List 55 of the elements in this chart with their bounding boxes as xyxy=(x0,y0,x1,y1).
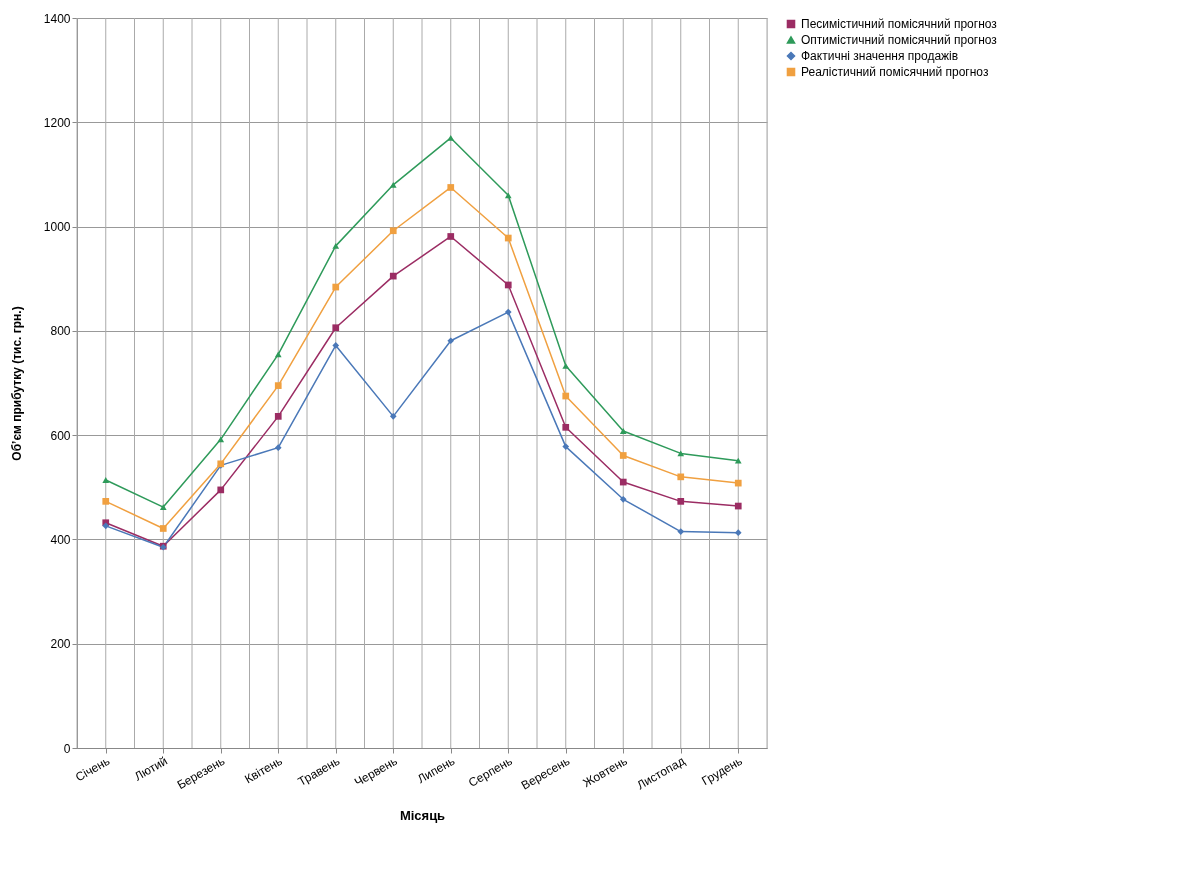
point xyxy=(504,192,512,199)
point xyxy=(619,452,627,459)
point xyxy=(619,428,627,434)
point xyxy=(159,525,167,532)
point xyxy=(389,413,397,420)
point xyxy=(447,135,455,141)
point xyxy=(562,423,570,431)
point xyxy=(504,308,512,316)
legend-label: Фактичні значення продажів xyxy=(801,49,959,63)
point xyxy=(619,495,627,503)
point xyxy=(504,234,512,242)
point xyxy=(619,478,627,486)
legend-label: Реалістичний помісячний прогноз xyxy=(801,65,989,79)
point xyxy=(562,362,570,369)
point xyxy=(389,272,397,280)
point xyxy=(274,351,282,358)
point xyxy=(447,233,455,240)
point xyxy=(159,504,167,511)
y-tick-label: 200 xyxy=(50,637,71,652)
point xyxy=(734,457,742,464)
point xyxy=(734,529,742,536)
point xyxy=(677,498,685,505)
point xyxy=(504,281,512,289)
point xyxy=(447,337,455,345)
point xyxy=(734,479,742,487)
y-tick-label: 1000 xyxy=(43,220,71,235)
point xyxy=(734,502,742,510)
y-tick-label: 1200 xyxy=(43,115,71,130)
point xyxy=(102,498,110,505)
point xyxy=(274,382,282,389)
y-tick-label: 0 xyxy=(63,741,71,756)
point xyxy=(217,436,225,443)
y-tick-label: 600 xyxy=(50,428,71,443)
y-tick-label: 800 xyxy=(50,324,71,339)
point xyxy=(332,342,340,349)
point xyxy=(562,392,570,400)
point xyxy=(274,444,282,452)
point xyxy=(389,181,397,188)
point xyxy=(102,477,110,483)
x-axis-title: Місяць xyxy=(399,807,446,823)
y-tick-label: 1400 xyxy=(43,11,71,26)
legend-label: Оптимістичний помісячний прогноз xyxy=(801,33,998,47)
point xyxy=(677,473,685,481)
y-tick-label: 400 xyxy=(50,532,71,547)
legend-label: Песимістичний помісячний прогноз xyxy=(801,17,998,31)
point xyxy=(447,184,455,191)
y-axis-title: Об’єм прибутку (тис. грн.) xyxy=(9,306,24,461)
point xyxy=(332,283,340,291)
point xyxy=(274,413,282,420)
point xyxy=(332,324,340,332)
point xyxy=(332,242,340,249)
point xyxy=(562,443,570,450)
point xyxy=(677,528,685,535)
point xyxy=(217,486,225,494)
point xyxy=(389,227,397,235)
